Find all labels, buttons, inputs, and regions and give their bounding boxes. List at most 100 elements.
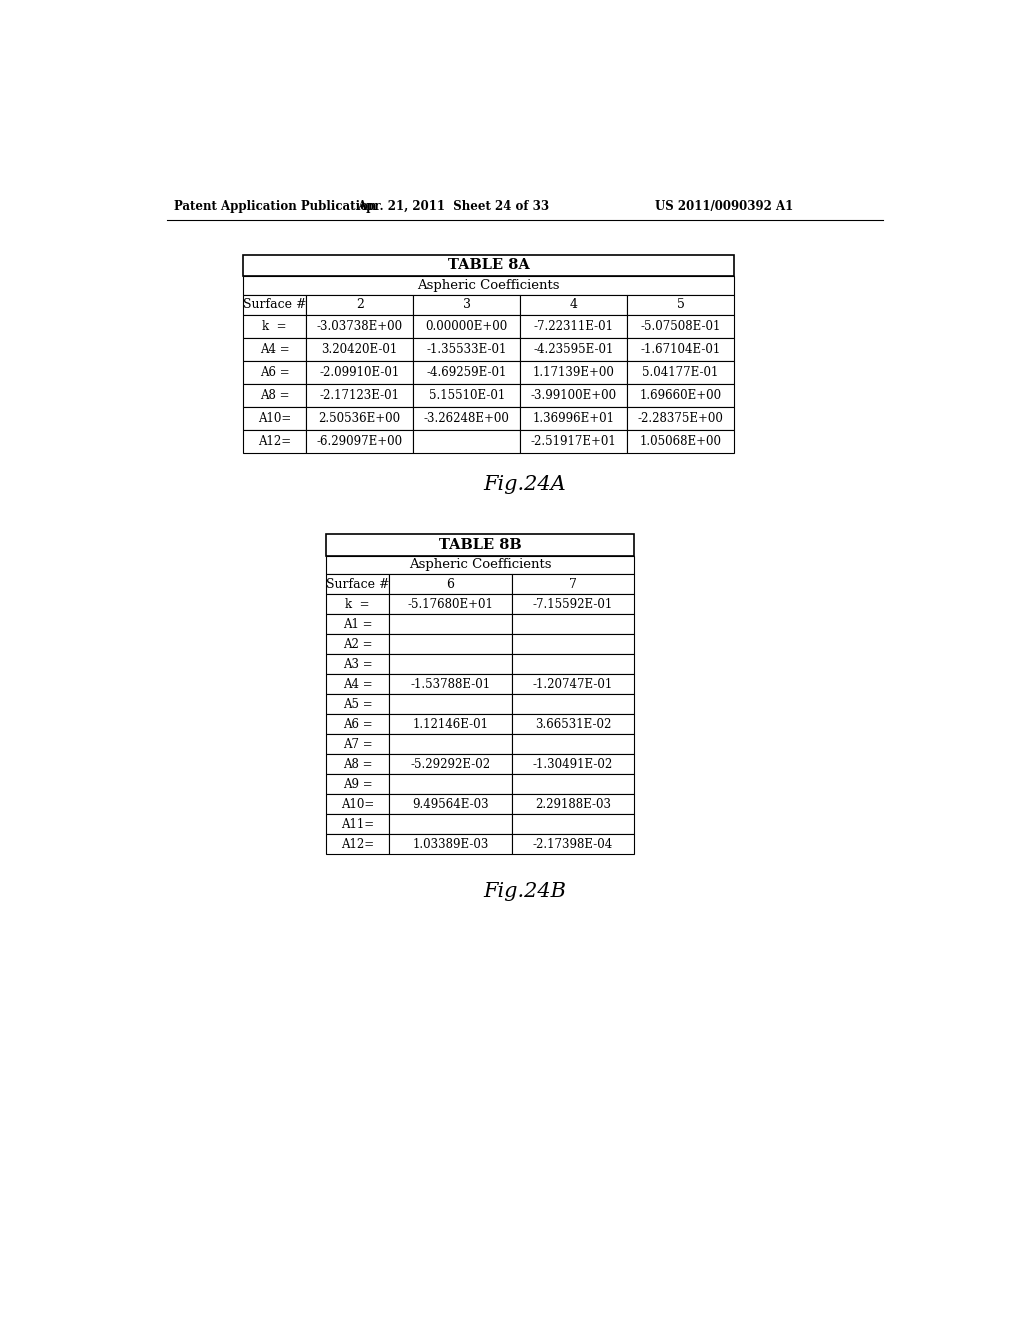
Text: Fig.24A: Fig.24A [483,475,566,494]
Text: A9 =: A9 = [343,777,372,791]
Text: Patent Application Publication: Patent Application Publication [174,199,377,213]
Bar [512,734,634,755]
Text: -1.20747E-01: -1.20747E-01 [532,677,613,690]
Bar [414,407,520,430]
Bar [326,556,634,574]
Bar [414,430,520,453]
Text: A11=: A11= [341,818,374,832]
Text: 7: 7 [569,578,577,591]
Text: 1.36996E+01: 1.36996E+01 [532,412,614,425]
Bar [243,276,734,294]
Text: Aspheric Coefficients: Aspheric Coefficients [417,279,560,292]
Text: 3: 3 [463,298,471,312]
Bar [326,655,389,675]
Text: 1.17139E+00: 1.17139E+00 [532,366,614,379]
Text: -6.29097E+00: -6.29097E+00 [316,436,402,449]
Text: A6 =: A6 = [260,366,290,379]
Bar [389,655,512,675]
Bar [389,755,512,775]
Bar [326,614,389,635]
Text: 1.69660E+00: 1.69660E+00 [640,389,722,403]
Bar [306,314,414,338]
Text: -3.26248E+00: -3.26248E+00 [424,412,510,425]
Text: A10=: A10= [341,797,374,810]
Bar [627,338,734,360]
Bar [389,635,512,655]
Bar [512,834,634,854]
Text: -7.22311E-01: -7.22311E-01 [534,319,613,333]
Text: -5.17680E+01: -5.17680E+01 [408,598,494,611]
Text: A3 =: A3 = [343,657,372,671]
Bar [512,775,634,795]
Text: -2.17398E-04: -2.17398E-04 [532,838,613,851]
Bar [389,795,512,814]
Text: -1.67104E-01: -1.67104E-01 [640,343,721,356]
Bar [512,635,634,655]
Text: 1.05068E+00: 1.05068E+00 [640,436,722,449]
Bar [326,535,634,556]
Text: -4.23595E-01: -4.23595E-01 [534,343,613,356]
Text: Aspheric Coefficients: Aspheric Coefficients [409,558,551,572]
Bar [520,314,627,338]
Bar [326,675,389,694]
Text: -2.28375E+00: -2.28375E+00 [638,412,724,425]
Bar [414,360,520,384]
Bar [243,314,306,338]
Bar [627,430,734,453]
Text: 2.50536E+00: 2.50536E+00 [318,412,400,425]
Bar [414,314,520,338]
Bar [306,407,414,430]
Bar [243,338,306,360]
Bar [326,734,389,755]
Bar [389,714,512,734]
Text: 3.66531E-02: 3.66531E-02 [535,718,611,731]
Text: A5 =: A5 = [343,698,372,711]
Text: -2.17123E-01: -2.17123E-01 [319,389,399,403]
Bar [243,294,306,314]
Text: Surface #: Surface # [243,298,306,312]
Bar [389,734,512,755]
Text: 2: 2 [355,298,364,312]
Text: -1.35533E-01: -1.35533E-01 [426,343,507,356]
Bar [512,714,634,734]
Bar [389,675,512,694]
Bar [627,360,734,384]
Text: 5.04177E-01: 5.04177E-01 [642,366,719,379]
Text: A12=: A12= [258,436,291,449]
Bar [520,338,627,360]
Text: A12=: A12= [341,838,374,851]
Bar [326,594,389,614]
Text: 5: 5 [677,298,684,312]
Text: 2.29188E-03: 2.29188E-03 [535,797,611,810]
Bar [414,384,520,407]
Bar [627,294,734,314]
Bar [389,834,512,854]
Bar [306,360,414,384]
Bar [389,814,512,834]
Bar [414,294,520,314]
Bar [389,775,512,795]
Bar [520,430,627,453]
Text: 4: 4 [569,298,578,312]
Bar [326,775,389,795]
Bar [243,407,306,430]
Bar [306,294,414,314]
Bar [520,407,627,430]
Bar [326,635,389,655]
Text: 0.00000E+00: 0.00000E+00 [426,319,508,333]
Text: k  =: k = [262,319,287,333]
Text: -5.29292E-02: -5.29292E-02 [411,758,490,771]
Text: A4 =: A4 = [260,343,290,356]
Text: -1.30491E-02: -1.30491E-02 [532,758,613,771]
Bar [512,594,634,614]
Text: -3.03738E+00: -3.03738E+00 [316,319,402,333]
Bar [243,360,306,384]
Text: Apr. 21, 2011  Sheet 24 of 33: Apr. 21, 2011 Sheet 24 of 33 [357,199,550,213]
Bar [520,360,627,384]
Bar [306,338,414,360]
Text: Surface #: Surface # [326,578,389,591]
Bar [389,574,512,594]
Bar [627,407,734,430]
Text: 5.15510E-01: 5.15510E-01 [429,389,505,403]
Bar [627,384,734,407]
